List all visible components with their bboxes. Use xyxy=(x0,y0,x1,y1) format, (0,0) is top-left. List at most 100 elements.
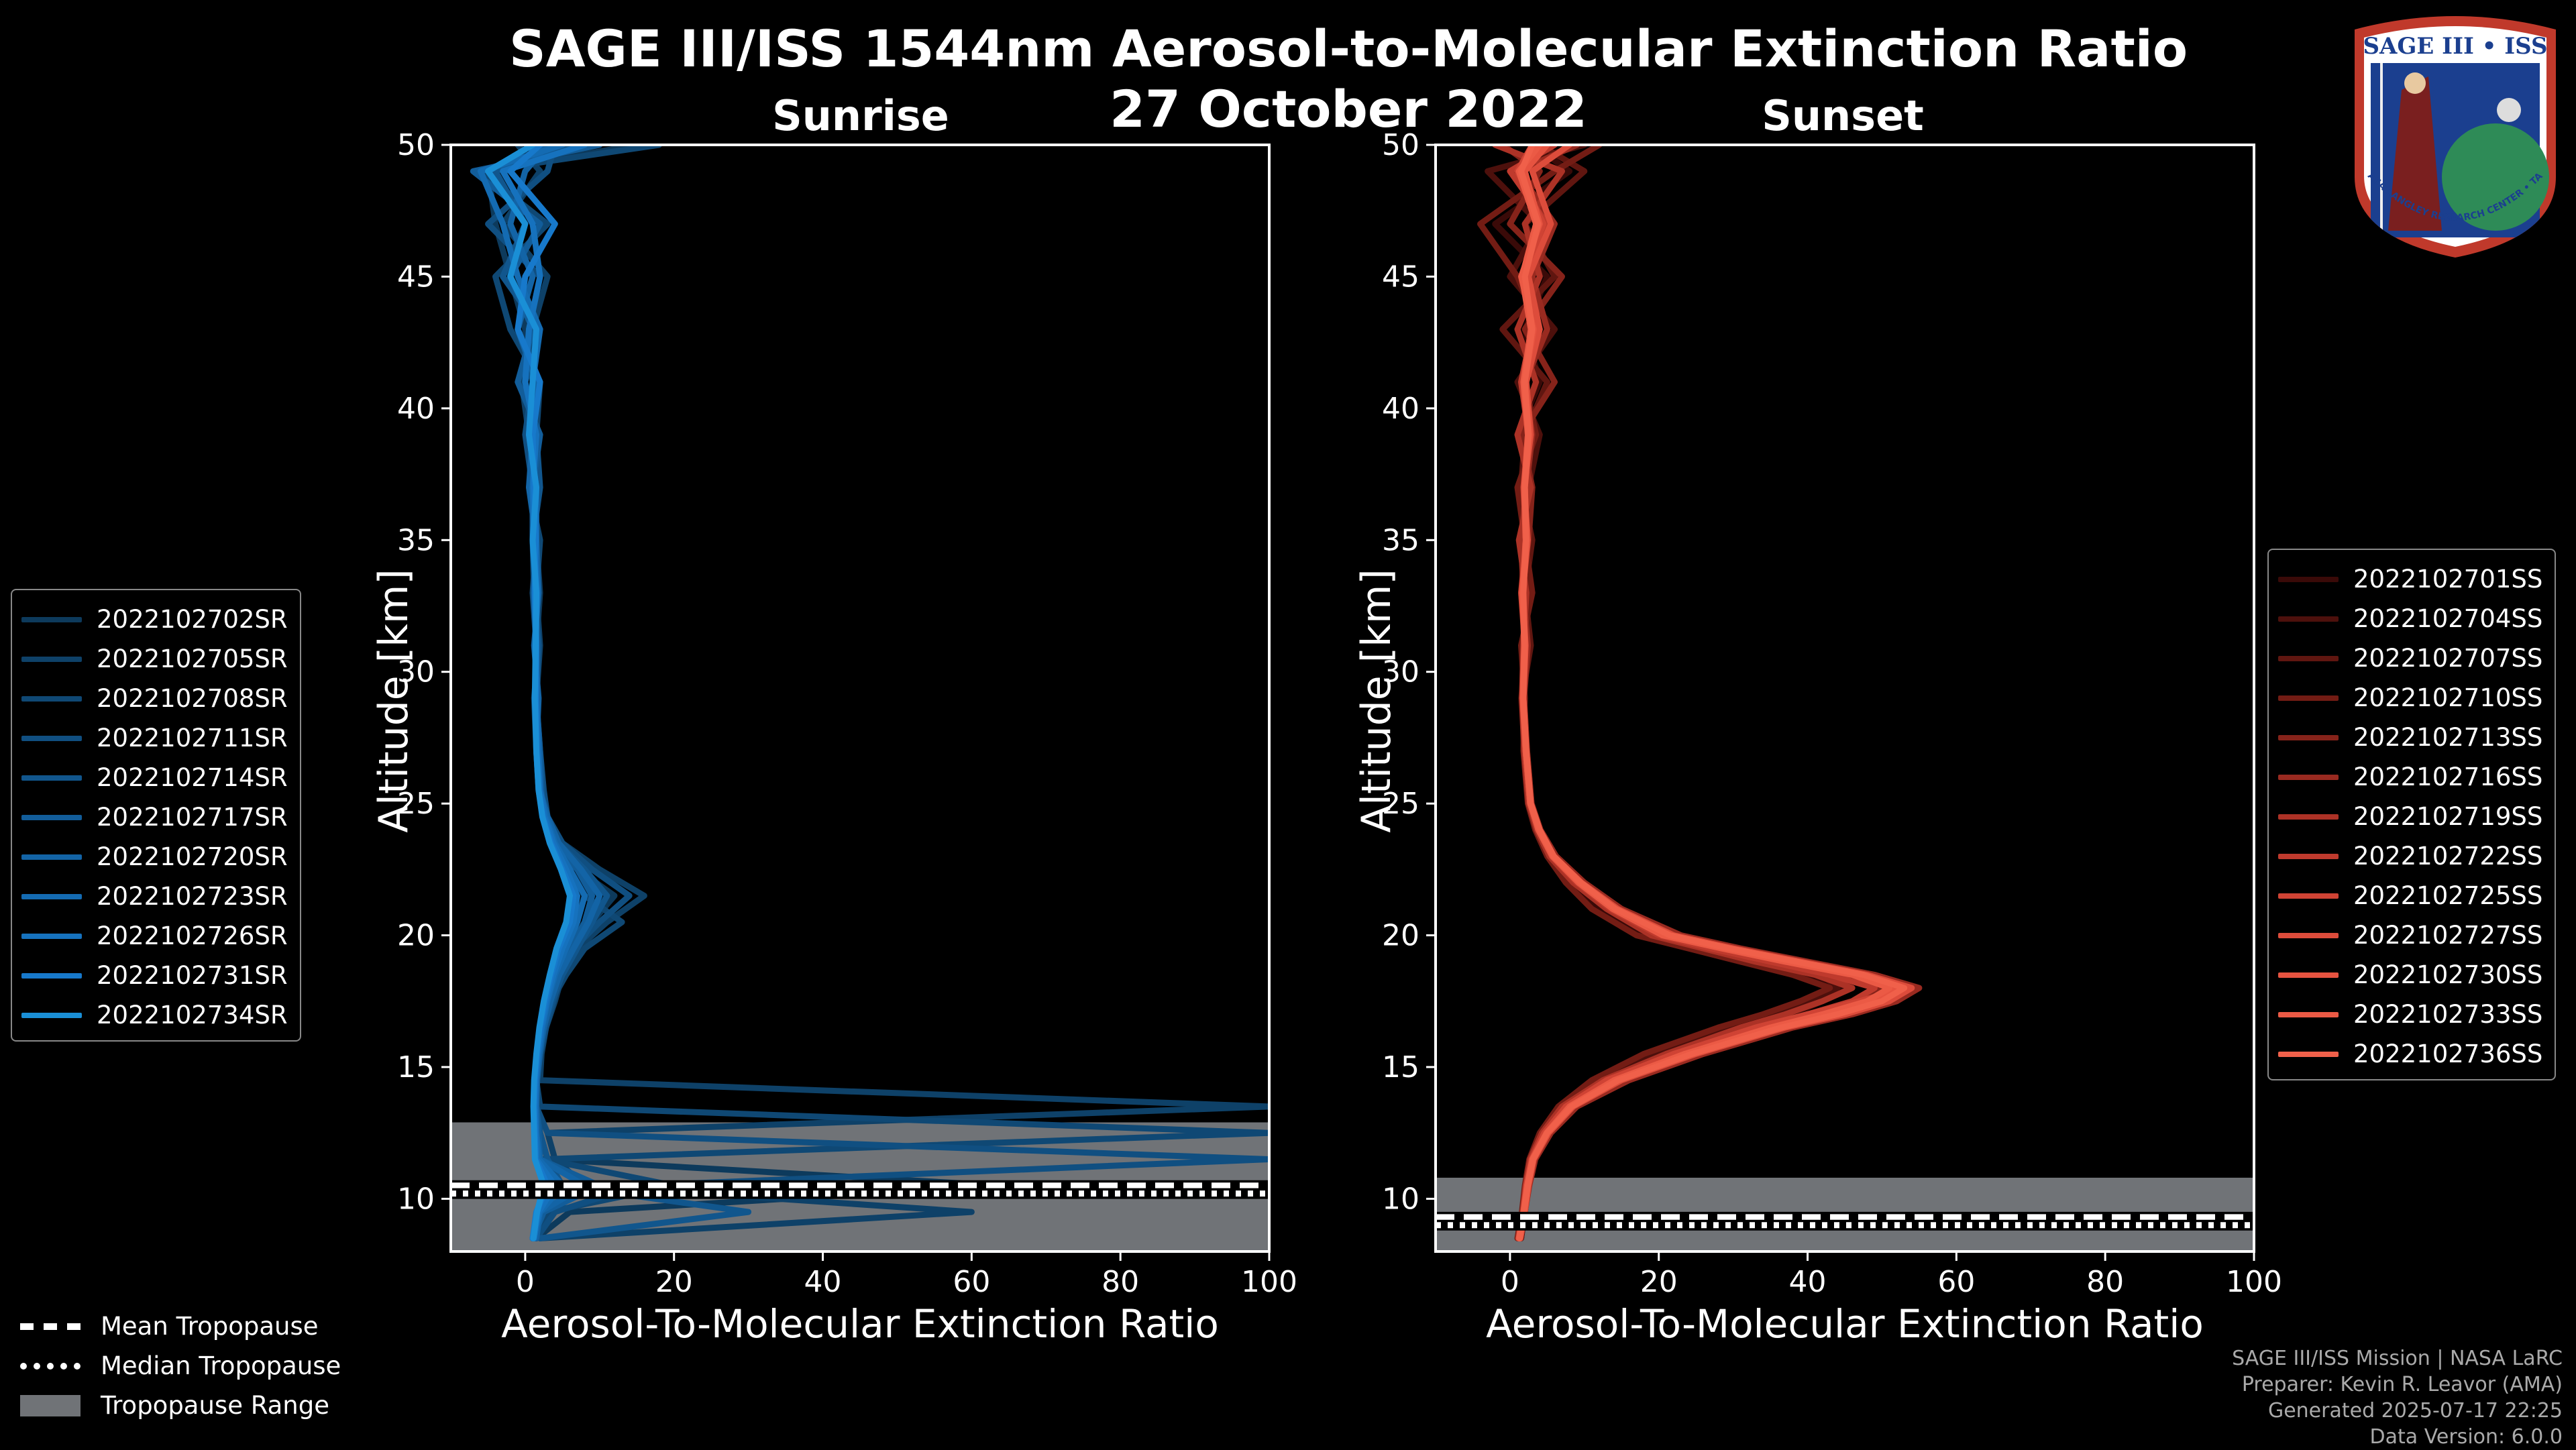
sunset-legend-swatch xyxy=(2278,1011,2339,1017)
sunrise-legend-label: 2022102708SR xyxy=(97,684,288,713)
sunrise-y-tick-label: 50 xyxy=(397,128,435,162)
sunrise-legend-label: 2022102711SR xyxy=(97,724,288,752)
sunset-legend-label: 2022102722SS xyxy=(2353,842,2543,871)
sunset-y-tick-label: 10 xyxy=(1382,1182,1419,1216)
sunset-legend-label: 2022102713SS xyxy=(2353,723,2543,752)
sunrise-y-tick-label: 30 xyxy=(397,655,435,689)
sunrise-y-tick-label: 15 xyxy=(397,1050,435,1084)
sunset-legend-item: 2022102727SS xyxy=(2278,915,2542,955)
trop-legend-mean: Mean Tropopause xyxy=(20,1306,341,1346)
sunrise-legend-swatch xyxy=(21,854,82,860)
sunrise-x-tick-label: 60 xyxy=(953,1265,990,1299)
sunrise-y-tick-label: 10 xyxy=(397,1182,435,1216)
chart-title: SAGE III/ISS 1544nm Aerosol-to-Molecular… xyxy=(508,19,2188,78)
credit-generated: Generated 2025-07-17 22:25 xyxy=(2267,1399,2563,1423)
sunset-panel-title: Sunset xyxy=(1762,91,1924,140)
sunset-legend-swatch xyxy=(2278,1051,2339,1057)
sunrise-legend-item: 2022102723SR xyxy=(21,877,288,916)
sunset-legend-swatch xyxy=(2278,576,2339,582)
sunset-legend-label: 2022102719SS xyxy=(2353,802,2543,831)
sunrise-plot-area xyxy=(451,145,1269,1251)
sunset-legend-item: 2022102701SS xyxy=(2278,559,2542,599)
sunrise-axes-frame xyxy=(449,144,1271,1253)
sunrise-legend-label: 2022102717SR xyxy=(97,803,288,832)
sunset-legend-swatch xyxy=(2278,853,2339,859)
sunset-x-axis-label: Aerosol-To-Molecular Extinction Ratio xyxy=(1486,1301,2204,1347)
sunset-legend-swatch xyxy=(2278,932,2339,938)
sunset-legend-label: 2022102704SS xyxy=(2353,604,2543,633)
sunrise-legend-label: 2022102726SR xyxy=(97,922,288,950)
sunrise-legend-label: 2022102731SR xyxy=(97,961,288,990)
sunrise-y-axis-label: Altitude [km] xyxy=(370,569,417,833)
sunset-chart: 0 20 40 60 80 100 10 15 20 25 30 35 40 45 50 xyxy=(1382,128,2282,1299)
sunrise-panel-title: Sunrise xyxy=(772,91,949,140)
trop-legend-range: Tropopause Range xyxy=(20,1386,341,1425)
sunrise-legend-item: 2022102702SR xyxy=(21,600,288,639)
sunrise-legend-item: 2022102726SR xyxy=(21,916,288,956)
sunset-legend-item: 2022102730SS xyxy=(2278,955,2542,995)
sunset-legend-swatch xyxy=(2278,893,2339,899)
sunset-legend-item: 2022102707SS xyxy=(2278,638,2542,678)
sunrise-legend-label: 2022102723SR xyxy=(97,882,288,911)
sunrise-legend: 2022102702SR 2022102705SR 2022102708SR 2022… xyxy=(11,589,301,1042)
sunset-legend-label: 2022102716SS xyxy=(2353,763,2543,791)
sunset-axes-frame xyxy=(1434,144,2255,1253)
sunset-plot-area xyxy=(1436,145,2254,1251)
sunset-legend-label: 2022102701SS xyxy=(2353,565,2543,594)
credit-mission: SAGE III/ISS Mission | NASA LaRC xyxy=(2232,1347,2563,1370)
sunset-legend-swatch xyxy=(2278,734,2339,740)
sunrise-legend-item: 2022102711SR xyxy=(21,718,288,758)
sunset-legend-swatch xyxy=(2278,774,2339,780)
sunset-legend: 2022102701SS 2022102704SS 2022102707SS 2022… xyxy=(2267,549,2557,1080)
sunset-y-tick-label: 50 xyxy=(1382,128,1419,162)
sunrise-legend-swatch xyxy=(21,695,82,702)
sunrise-legend-item: 2022102705SR xyxy=(21,639,288,679)
sunrise-x-tick-label: 100 xyxy=(1241,1265,1297,1299)
sunrise-chart: 0 20 40 60 80 100 10 15 20 25 30 35 40 45 50 xyxy=(397,128,1297,1299)
sunset-legend-item: 2022102725SS xyxy=(2278,876,2542,915)
sunrise-legend-swatch xyxy=(21,775,82,781)
range-box-icon xyxy=(20,1394,80,1416)
sunrise-legend-label: 2022102714SR xyxy=(97,763,288,792)
sunrise-legend-item: 2022102720SR xyxy=(21,837,288,877)
sunset-legend-swatch xyxy=(2278,616,2339,622)
sunset-legend-swatch xyxy=(2278,972,2339,978)
sage-iii-iss-logo: SAGE III • ISS BALL • NASA LANGLEY RESEA… xyxy=(2341,9,2556,258)
sunrise-y-tick-label: 25 xyxy=(397,787,435,821)
sunrise-legend-swatch xyxy=(21,933,82,939)
sunrise-legend-item: 2022102708SR xyxy=(21,679,288,718)
chart-date: 27 October 2022 xyxy=(1110,79,1587,139)
sunset-legend-label: 2022102707SS xyxy=(2353,644,2543,673)
sunset-x-tick-label: 20 xyxy=(1640,1265,1678,1299)
logo-title: SAGE III • ISS xyxy=(2363,33,2547,60)
sunset-y-tick-label: 25 xyxy=(1382,787,1419,821)
sunrise-y-tick-label: 45 xyxy=(397,260,435,294)
sunrise-legend-swatch xyxy=(21,616,82,622)
trop-mean-label: Mean Tropopause xyxy=(101,1312,319,1341)
dotted-line-icon xyxy=(20,1362,80,1370)
sunrise-legend-swatch xyxy=(21,972,82,979)
credit-version: Data Version: 6.0.0 xyxy=(2369,1425,2563,1449)
sunrise-legend-swatch xyxy=(21,893,82,899)
sunset-y-tick-label: 45 xyxy=(1382,260,1419,294)
sunrise-series-2022102734SR xyxy=(485,145,573,1241)
sunrise-legend-swatch xyxy=(21,656,82,662)
sunrise-legend-item: 2022102734SR xyxy=(21,995,288,1035)
sunset-legend-swatch xyxy=(2278,814,2339,820)
sunset-legend-item: 2022102713SS xyxy=(2278,718,2542,757)
sunset-x-tick-label: 100 xyxy=(2226,1265,2282,1299)
sunrise-y-tick-label: 20 xyxy=(397,919,435,953)
sunrise-legend-label: 2022102720SR xyxy=(97,842,288,871)
sunset-legend-label: 2022102736SS xyxy=(2353,1040,2543,1068)
sunset-legend-label: 2022102730SS xyxy=(2353,960,2543,989)
trop-range-label: Tropopause Range xyxy=(101,1391,330,1420)
sunset-legend-item: 2022102704SS xyxy=(2278,599,2542,638)
sunset-legend-item: 2022102736SS xyxy=(2278,1034,2542,1074)
sunset-legend-swatch xyxy=(2278,655,2339,661)
dashed-line-icon xyxy=(20,1323,80,1330)
sunset-y-tick-label: 15 xyxy=(1382,1050,1419,1084)
sunrise-legend-swatch xyxy=(21,735,82,741)
sunrise-x-tick-label: 20 xyxy=(655,1265,693,1299)
sunrise-legend-label: 2022102705SR xyxy=(97,645,288,673)
